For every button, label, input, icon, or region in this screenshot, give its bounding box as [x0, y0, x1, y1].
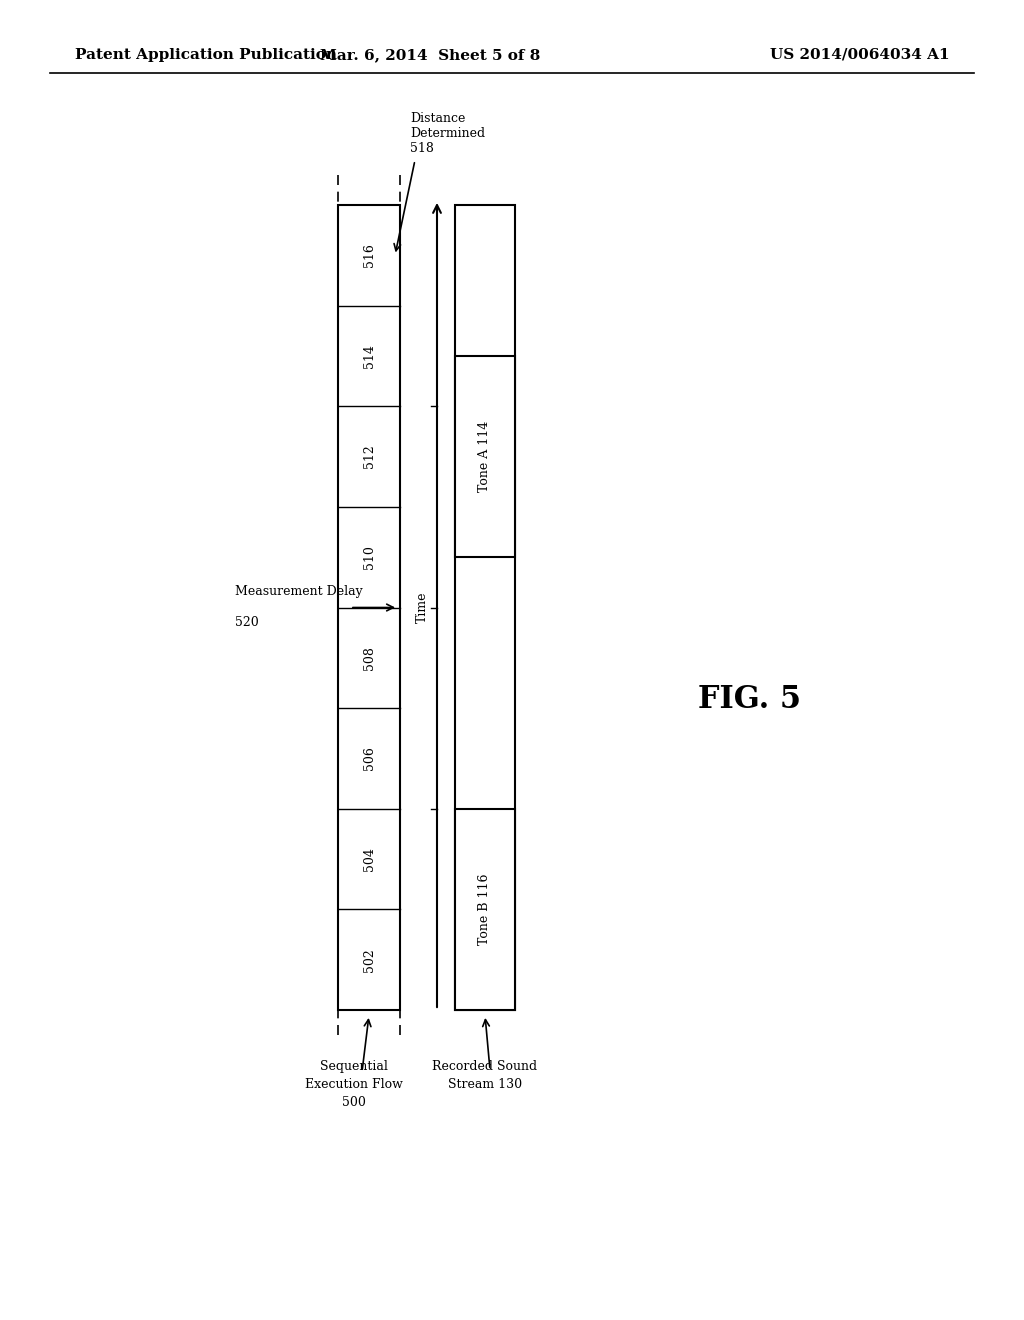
Text: 516: 516 [362, 243, 376, 267]
Text: Execution Flow: Execution Flow [305, 1078, 402, 1092]
Text: 520: 520 [234, 615, 259, 628]
Bar [455, 205, 515, 1010]
Text: Measurement Delay: Measurement Delay [234, 585, 362, 598]
Text: 502: 502 [362, 948, 376, 972]
Text: Sequential: Sequential [321, 1060, 388, 1073]
Text: Time: Time [416, 591, 429, 623]
Text: FIG. 5: FIG. 5 [698, 685, 802, 715]
Text: Mar. 6, 2014  Sheet 5 of 8: Mar. 6, 2014 Sheet 5 of 8 [319, 48, 541, 62]
Bar [455, 356, 515, 557]
Text: Distance: Distance [410, 112, 465, 125]
Text: 510: 510 [362, 545, 376, 569]
Text: Stream 130: Stream 130 [447, 1078, 522, 1092]
Text: Recorded Sound: Recorded Sound [432, 1060, 538, 1073]
Text: 504: 504 [362, 847, 376, 871]
Bar [455, 809, 515, 1010]
Text: 518: 518 [410, 143, 434, 154]
Text: 514: 514 [362, 345, 376, 368]
Text: Tone A 114: Tone A 114 [478, 421, 492, 492]
Text: Determined: Determined [410, 127, 485, 140]
Text: 500: 500 [342, 1096, 366, 1109]
Text: US 2014/0064034 A1: US 2014/0064034 A1 [770, 48, 950, 62]
Text: Tone B 116: Tone B 116 [478, 874, 492, 945]
Text: 512: 512 [362, 445, 376, 469]
Text: 508: 508 [362, 645, 376, 669]
Bar [338, 205, 400, 1010]
Text: 506: 506 [362, 747, 376, 771]
Text: Patent Application Publication: Patent Application Publication [75, 48, 337, 62]
